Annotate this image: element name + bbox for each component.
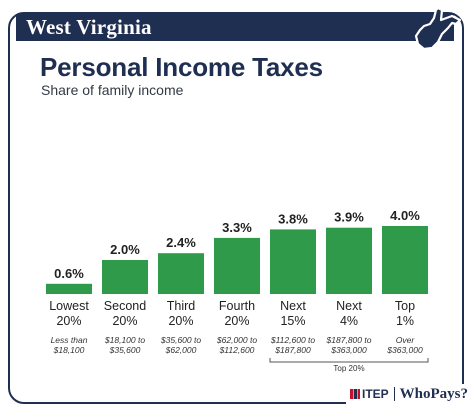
data-label-1: 0.6%: [54, 266, 84, 281]
category-label-1: Lowest: [49, 299, 89, 313]
bar-5: [270, 229, 316, 294]
income-range-6-line2: $363,000: [330, 345, 367, 355]
bar-1: [46, 283, 92, 294]
state-banner: [16, 14, 454, 41]
chart-title: Personal Income Taxes: [40, 52, 323, 82]
category-label-3: Third: [167, 299, 196, 313]
income-range-1-line1: Less than: [51, 335, 88, 345]
category-pct-3: 20%: [168, 314, 193, 328]
top-20-bracket: [269, 358, 429, 363]
income-range-4-line2: $112,600: [219, 345, 255, 355]
category-label-4: Fourth: [219, 299, 255, 313]
income-range-2-line1: $18,100 to: [104, 335, 145, 345]
category-pct-6: 4%: [340, 314, 358, 328]
bar-2: [102, 260, 148, 294]
bracket-label-bg: [329, 363, 369, 373]
category-pct-5: 15%: [280, 314, 305, 328]
category-label-7: Top: [395, 299, 415, 313]
income-range-3-line1: $35,600 to: [160, 335, 201, 345]
itep-whopays-logo: ITEP WhoPays?: [346, 384, 473, 404]
income-range-3-line2: $62,000: [165, 345, 197, 355]
category-pct-1: 20%: [56, 314, 81, 328]
income-range-1-line2: $18,100: [53, 345, 85, 355]
category-pct-2: 20%: [112, 314, 137, 328]
data-label-2: 2.0%: [110, 242, 140, 257]
bar-4: [214, 237, 260, 294]
chart-subtitle: Share of family income: [41, 82, 184, 98]
logo-divider: [393, 387, 395, 401]
bar-7: [382, 226, 428, 294]
category-label-5: Next: [280, 299, 306, 313]
data-label-3: 2.4%: [166, 235, 196, 250]
category-label-6: Next: [336, 299, 362, 313]
west-virginia-map-icon: [414, 6, 462, 51]
category-pct-7: 1%: [396, 314, 414, 328]
chart-card: [8, 12, 464, 404]
state-name: West Virginia: [26, 15, 152, 39]
data-label-6: 3.9%: [334, 210, 364, 225]
income-range-7-line2: $363,000: [386, 345, 423, 355]
logo-org: ITEP: [362, 387, 389, 401]
logo-brand: WhoPays?: [399, 385, 469, 402]
data-label-5: 3.8%: [278, 211, 308, 226]
category-pct-4: 20%: [224, 314, 249, 328]
top-20-label: Top 20%: [333, 364, 364, 373]
income-range-5-line2: $187,800: [274, 345, 311, 355]
income-range-5-line1: $112,600 to: [270, 335, 316, 345]
income-range-2-line2: $35,600: [109, 345, 141, 355]
income-range-6-line1: $187,800 to: [326, 335, 372, 345]
income-range-4-line1: $62,000 to: [216, 335, 257, 345]
data-label-7: 4.0%: [390, 208, 420, 223]
category-label-2: Second: [104, 299, 146, 313]
itep-logo-icon: [350, 389, 360, 399]
bar-3: [158, 253, 204, 294]
income-range-7-line1: Over: [396, 335, 416, 345]
bar-6: [326, 227, 372, 294]
data-label-4: 3.3%: [222, 220, 252, 235]
